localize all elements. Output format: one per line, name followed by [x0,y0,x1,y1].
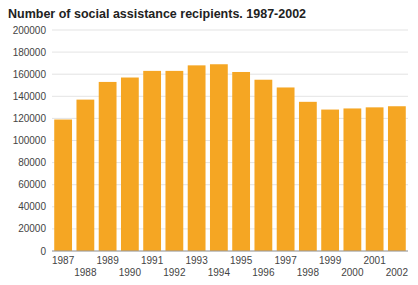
x-tick-label: 1994 [208,267,231,278]
x-tick-label: 1991 [141,255,164,266]
x-tick-label: 1999 [319,255,342,266]
bar [210,64,228,251]
bar [165,71,183,251]
x-axis-line [52,251,408,252]
x-tick-label: 1989 [97,255,120,266]
x-tick-label: 1996 [252,267,275,278]
x-tick-label: 1988 [74,267,97,278]
bar [54,120,72,251]
chart-container: Number of social assistance recipients. … [0,0,418,285]
bar [277,87,295,251]
bar [76,100,94,251]
bar [121,78,139,251]
grid-line [52,52,408,53]
x-tick-label: 1987 [52,255,75,266]
bar [143,71,161,251]
y-tick-label: 40000 [18,201,46,212]
y-tick-label: 100000 [13,135,47,146]
x-tick-label: 2002 [386,267,409,278]
x-tick-label: 2000 [341,267,364,278]
y-tick-label: 60000 [18,179,46,190]
bars [54,64,406,251]
y-tick-label: 140000 [13,91,47,102]
grid-line [52,74,408,75]
x-tick-label: 1995 [230,255,253,266]
bar [343,108,361,251]
grid-line [52,251,408,252]
bar [188,65,206,251]
grid-line [52,30,408,31]
y-tick-label: 80000 [18,157,46,168]
page: {"chart_data": {"type": "bar", "title": … [0,0,418,285]
y-tick-label: 200000 [13,25,47,36]
x-tick-label: 1998 [297,267,320,278]
y-tick-label: 20000 [18,223,46,234]
bar [366,107,384,251]
x-tick-label: 2001 [364,255,387,266]
y-tick-label: 120000 [13,113,47,124]
bar [232,72,250,251]
x-tick-label: 1992 [163,267,186,278]
x-tick-labels: 1987198819891990199119921993199419951996… [52,255,408,278]
y-tick-labels: 0 20000 40000 60000 80000 100000 120000 140000 1… [13,25,47,257]
title: Number of social assistance recipients. … [8,7,306,21]
bar [321,110,339,251]
bar [99,82,117,251]
y-tick-label: 180000 [13,47,47,58]
y-grid [52,30,408,251]
x-tick-label: 1997 [275,255,298,266]
y-tick-label: 0 [40,246,46,257]
y-tick-label: 160000 [13,69,47,80]
x-tick-label: 1993 [186,255,209,266]
chart-svg: Number of social assistance recipients. … [0,0,418,285]
bar [254,80,272,251]
bar [388,106,406,251]
x-tick-label: 1990 [119,267,142,278]
bar [299,102,317,251]
